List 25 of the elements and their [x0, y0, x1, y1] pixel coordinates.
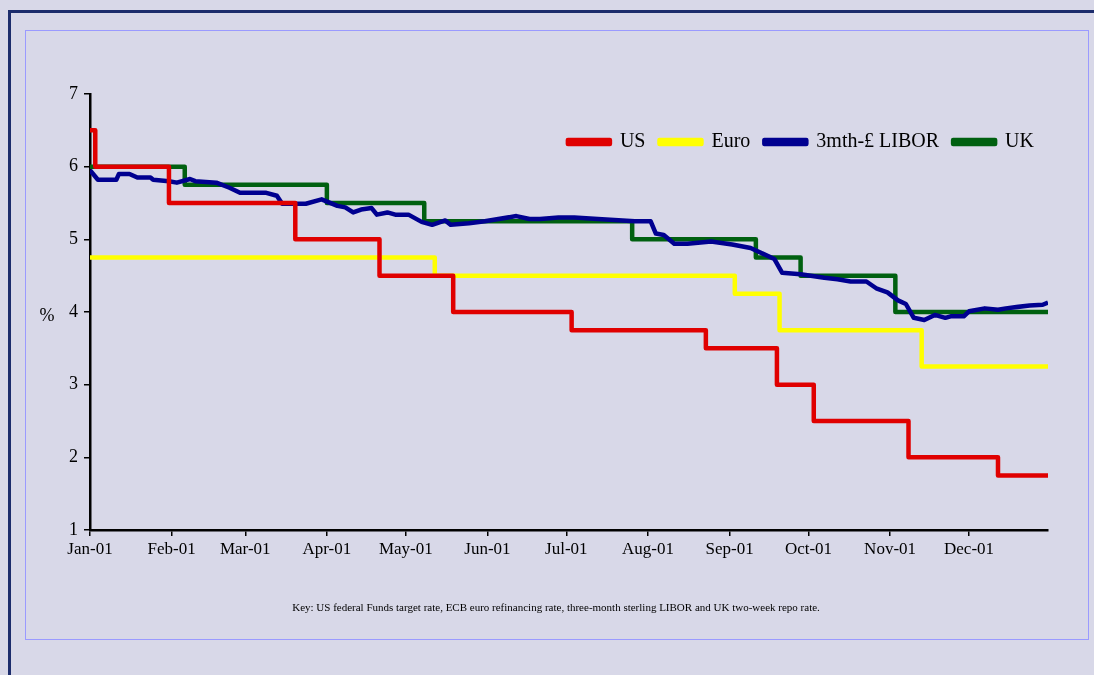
x-tick-label: May-01: [378, 538, 433, 558]
x-tick-label: Apr-01: [302, 538, 352, 558]
y-tick-label: 5: [69, 228, 78, 249]
y-tick-label: 7: [69, 82, 78, 103]
legend-label: 3mth-£ LIBOR: [816, 129, 940, 152]
x-tick-label: Mar-01: [219, 538, 271, 558]
y-tick-label: 1: [69, 518, 78, 539]
x-tick-label: Dec-01: [944, 538, 995, 558]
legend-label: US: [619, 129, 646, 152]
legend-label: Euro: [711, 129, 751, 152]
x-tick-label: Jul-01: [545, 538, 588, 558]
legend-label: UK: [1005, 129, 1035, 152]
x-tick-label: Sep-01: [705, 538, 754, 558]
text: Key: US federal Funds target rate, ECB euro refinancing rate, three-month sterling LIBOR and UK two-week repo rate.: [292, 600, 821, 613]
x-tick-label: Jun-01: [464, 538, 511, 558]
y-axis-title: %: [39, 304, 55, 325]
y-tick-label: 4: [69, 300, 78, 321]
x-tick-label: Oct-01: [784, 538, 833, 558]
y-tick-label: 6: [69, 155, 78, 176]
x-tick-label: Feb-01: [147, 538, 196, 558]
x-tick-label: Jan-01: [67, 538, 113, 558]
x-tick-label: Nov-01: [864, 538, 917, 558]
x-tick-label: Aug-01: [621, 538, 674, 558]
y-tick-label: 2: [69, 446, 78, 467]
y-tick-label: 3: [69, 373, 78, 394]
